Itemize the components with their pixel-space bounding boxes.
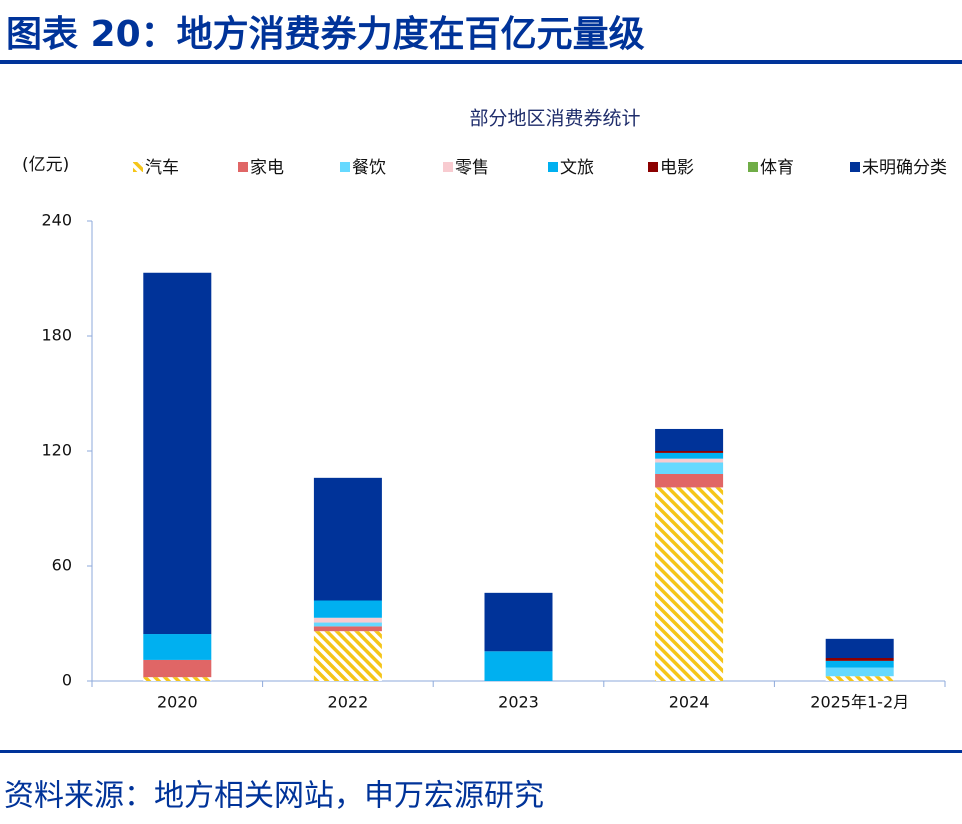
bar-segment (825, 676, 894, 681)
bar-segment (825, 658, 894, 661)
legend-label: 文旅 (560, 158, 594, 178)
bar-segment (313, 617, 382, 623)
bar-segment (143, 659, 212, 678)
bar-segment (825, 660, 894, 668)
x-tick-label: 2022 (328, 693, 369, 712)
chart-title: 部分地区消费券统计 (469, 108, 640, 130)
legend-label: 零售 (455, 158, 489, 178)
legend-label: 体育 (760, 158, 794, 178)
legend-swatch (238, 162, 248, 172)
y-tick-label: 180 (41, 326, 72, 345)
y-tick-label: 0 (62, 671, 72, 690)
bar-segment (143, 272, 212, 635)
bar-segment (313, 600, 382, 618)
x-tick-label: 2020 (157, 693, 198, 712)
bar-segment (484, 592, 553, 652)
bar-segment (313, 631, 382, 681)
bar-segment (655, 458, 724, 463)
legend-swatch (548, 162, 558, 172)
bar-segment (655, 451, 724, 453)
legend-label: 餐饮 (352, 158, 386, 178)
y-axis-label: (亿元) (22, 155, 69, 175)
legend-label: 电影 (660, 158, 694, 178)
bar-segment (655, 428, 724, 451)
legend-label: 汽车 (145, 158, 179, 178)
legend-swatch (133, 162, 143, 172)
legend-label: 未明确分类 (862, 158, 947, 178)
bar-segment (143, 677, 212, 681)
legend-swatch (340, 162, 350, 172)
y-tick-label: 240 (41, 211, 72, 230)
legend-swatch (443, 162, 453, 172)
legend-label: 家电 (250, 158, 284, 178)
page-title: 图表 20：地方消费券力度在百亿元量级 (6, 14, 645, 55)
bar-segment (313, 626, 382, 632)
bar-segment (484, 651, 553, 681)
x-tick-label: 2023 (498, 693, 539, 712)
footer-rule (0, 750, 962, 753)
bar-segment (825, 667, 894, 677)
legend-swatch (748, 162, 758, 172)
bar-segment (143, 634, 212, 660)
bar-segment (655, 452, 724, 459)
bar-segment (825, 638, 894, 658)
x-tick-label: 2024 (669, 693, 710, 712)
title-rule (0, 60, 962, 64)
bar-segment (655, 462, 724, 474)
legend-swatch (648, 162, 658, 172)
legend-swatch (850, 162, 860, 172)
x-tick-label: 2025年1-2月 (810, 693, 909, 712)
y-tick-label: 60 (52, 556, 72, 575)
bar-segment (655, 474, 724, 488)
bar-segment (313, 622, 382, 627)
bar-segment (313, 477, 382, 601)
bar-segment (655, 487, 724, 681)
y-tick-label: 120 (41, 441, 72, 460)
source-note: 资料来源：地方相关网站，申万宏源研究 (4, 779, 544, 814)
